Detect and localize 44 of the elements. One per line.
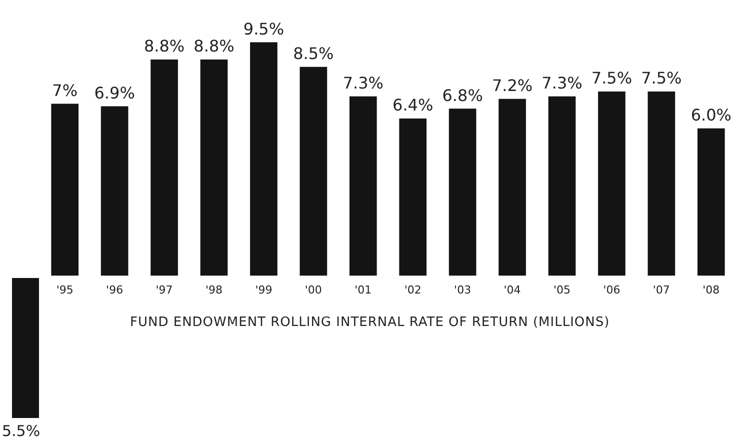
bar xyxy=(648,91,676,276)
x-tick-label: '05 xyxy=(553,283,571,296)
text: FUND ENDOWMENT ROLLING INTERNAL RATE OF RETURN (MILLIONS) xyxy=(130,315,610,330)
bar xyxy=(349,96,377,276)
x-tick-label: '00 xyxy=(304,283,322,296)
x-tick-label: '97 xyxy=(156,283,173,296)
bar xyxy=(598,91,626,276)
bar xyxy=(200,59,228,276)
data-label: 7% xyxy=(52,80,78,100)
x-tick-label: '99 xyxy=(255,283,272,296)
x-tick-label: '02 xyxy=(404,283,422,296)
data-label: 8.8% xyxy=(194,36,234,56)
bar xyxy=(548,96,576,276)
data-label: 8.8% xyxy=(144,36,185,56)
text: 5.5% xyxy=(2,422,40,440)
data-label: 9.5% xyxy=(243,19,284,38)
bar xyxy=(498,98,526,276)
x-tick-label: '04 xyxy=(504,283,521,296)
bar xyxy=(51,104,79,276)
data-label: 7.2% xyxy=(492,76,533,95)
x-tick-label: '06 xyxy=(603,283,620,296)
data-label: 6.0% xyxy=(690,105,732,124)
data-label: 7.3% xyxy=(342,74,384,93)
bar xyxy=(399,118,427,276)
bar xyxy=(100,106,128,276)
x-tick-label: '95 xyxy=(56,283,74,296)
x-tick-label: '98 xyxy=(205,283,223,296)
data-label: 6.8% xyxy=(442,86,483,105)
data-label: 7.5% xyxy=(591,68,632,88)
bar xyxy=(250,42,278,276)
x-tick-label: '96 xyxy=(106,283,124,296)
data-label: 7.3% xyxy=(542,74,582,93)
x-tick-label: '01 xyxy=(354,283,372,296)
x-tick-label: '03 xyxy=(454,283,472,296)
bar xyxy=(697,128,725,276)
data-label: 6.9% xyxy=(94,83,135,102)
data-label: 8.5% xyxy=(293,44,334,64)
data-label: 6.4% xyxy=(392,96,434,115)
x-tick-label: '07 xyxy=(652,283,670,296)
bar xyxy=(300,66,328,276)
bar xyxy=(150,59,178,276)
x-tick-label: '08 xyxy=(702,283,720,296)
data-label: 7.5% xyxy=(641,68,682,88)
bar xyxy=(448,108,476,276)
